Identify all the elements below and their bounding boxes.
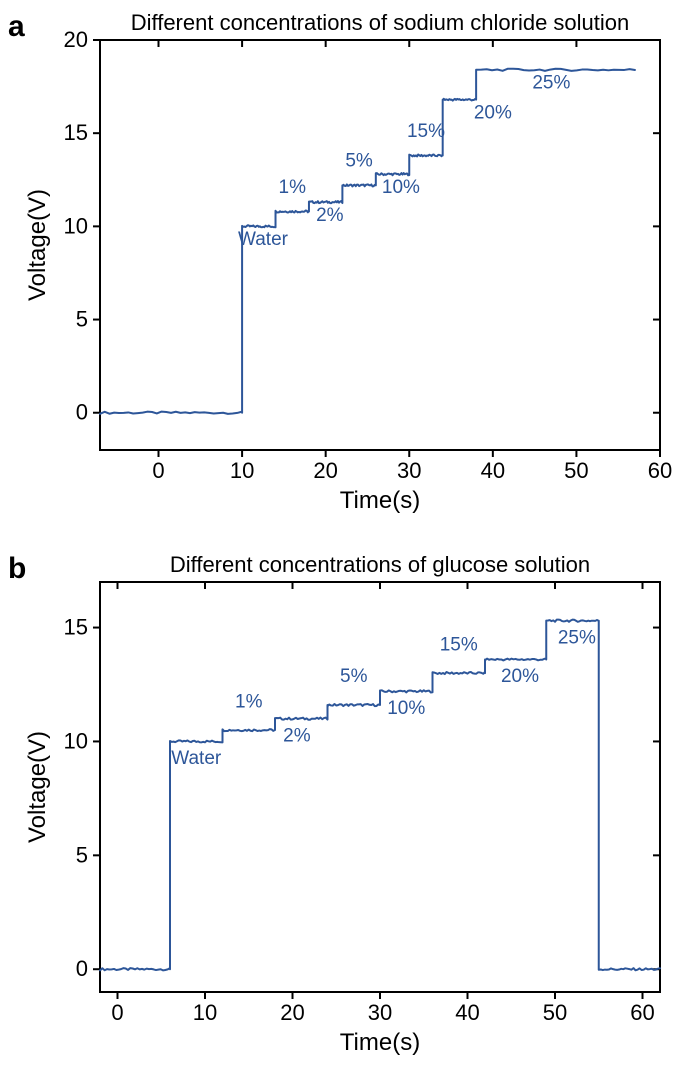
plot-border: [100, 40, 660, 450]
x-tick-label: 40: [455, 1000, 479, 1025]
y-tick-label: 10: [64, 728, 88, 753]
chart-b: 0 10 20 30 40 50 60 0 5 10 15 Time(s) Voltage(V) Diff…: [24, 552, 660, 1056]
y-tick-label: 5: [76, 842, 88, 867]
x-tick-label: 60: [630, 1000, 654, 1025]
step-label: 10%: [382, 177, 420, 198]
step-label: Water: [171, 748, 222, 769]
y-tick-label: 0: [76, 956, 88, 981]
step-label: 5%: [340, 666, 368, 687]
step-label: 10%: [387, 698, 425, 719]
chart-title: Different concentrations of sodium chlor…: [131, 10, 630, 35]
y-tick-label: 10: [64, 213, 88, 238]
step-label: 5%: [345, 151, 373, 172]
step-label: 1%: [279, 177, 307, 198]
step-label: 15%: [407, 121, 445, 142]
x-tick-label: 10: [193, 1000, 217, 1025]
step-label: 25%: [558, 628, 596, 649]
y-axis-title: Voltage(V): [24, 189, 51, 301]
chart-title: Different concentrations of glucose solu…: [170, 552, 590, 577]
x-tick-label: 0: [152, 458, 164, 483]
y-tick-label: 5: [76, 307, 88, 332]
data-series: [100, 69, 635, 414]
y-tick-label: 15: [64, 120, 88, 145]
x-tick-label: 30: [368, 1000, 392, 1025]
figure-page: a b 010203040506005101520Time(s)Voltage(…: [0, 0, 685, 1073]
x-tick-label: 30: [397, 458, 421, 483]
x-tick-label: 10: [230, 458, 254, 483]
step-label: 1%: [235, 691, 263, 712]
data-series: [100, 620, 660, 971]
y-tick-label: 15: [64, 615, 88, 640]
x-tick-label: 60: [648, 458, 672, 483]
y-tick-label: 0: [76, 400, 88, 425]
step-label: 20%: [474, 102, 512, 123]
panel-b-label: b: [8, 552, 26, 586]
x-tick-label: 20: [280, 1000, 304, 1025]
chart-a: 010203040506005101520Time(s)Voltage(V)Di…: [24, 10, 672, 514]
step-label: Water: [238, 229, 289, 250]
x-tick-label: 50: [543, 1000, 567, 1025]
step-label: 20%: [501, 666, 539, 687]
step-label: 2%: [283, 725, 311, 746]
step-label: 25%: [532, 72, 570, 93]
x-tick-label: 0: [111, 1000, 123, 1025]
figure-svg: 010203040506005101520Time(s)Voltage(V)Di…: [0, 0, 685, 1073]
step-label: 2%: [316, 205, 344, 226]
y-tick-label: 20: [64, 27, 88, 52]
x-tick-label: 20: [313, 458, 337, 483]
x-axis-title: Time(s): [340, 487, 420, 514]
panel-a-label: a: [8, 10, 25, 44]
step-label: 15%: [440, 634, 478, 655]
x-tick-label: 40: [481, 458, 505, 483]
x-axis-title: Time(s): [340, 1029, 420, 1056]
x-tick-label: 50: [564, 458, 588, 483]
y-axis-title: Voltage(V): [24, 731, 51, 843]
